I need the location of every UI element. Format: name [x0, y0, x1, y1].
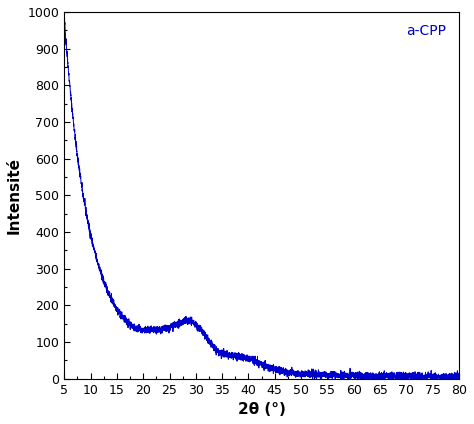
X-axis label: 2θ (°): 2θ (°)	[237, 402, 285, 417]
a-CPP	[425, 372, 430, 377]
Line: a-CPP: a-CPP	[64, 17, 459, 379]
a-CPP	[444, 374, 450, 379]
a-CPP	[230, 357, 236, 363]
a-CPP	[62, 14, 67, 19]
Y-axis label: Intensité: Intensité	[7, 157, 22, 234]
a-CPP	[348, 374, 354, 379]
a-CPP	[227, 352, 233, 357]
a-CPP	[456, 374, 462, 379]
Legend: a-CPP: a-CPP	[390, 19, 452, 44]
a-CPP	[249, 356, 255, 361]
a-CPP	[314, 376, 319, 381]
